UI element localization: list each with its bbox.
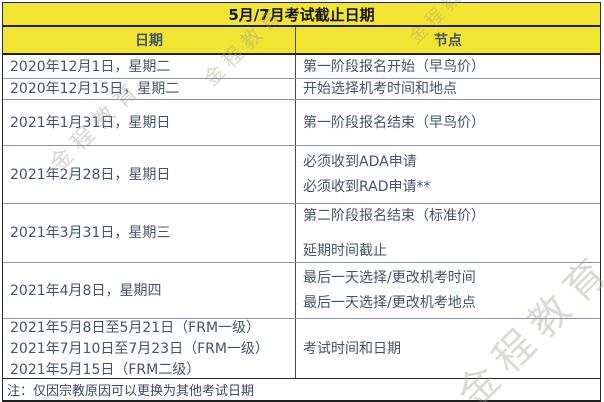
node-cell: 必须收到ADA申请 必须收到RAD申请** [296,146,600,203]
header-cell-date: 日期 [3,27,296,53]
date-text: 2021年2月28日，星期日 [10,166,171,183]
footnote-row: 注：仅因宗教原因可以更换为其他考试日期 [3,379,600,400]
date-cell: 2021年2月28日，星期日 [3,146,296,203]
node-text: 第二阶段报名结束（标准价） [303,207,485,224]
date-text: 2020年12月1日，星期二 [10,58,171,75]
node-cell: 第一阶段报名开始（早鸟价） [296,55,600,78]
node-cell: 第二阶段报名结束（标准价） 延期时间截止 [296,204,600,262]
table-row: 2021年3月31日，星期三 第二阶段报名结束（标准价） 延期时间截止 [3,204,600,263]
node-cell: 最后一天选择/更改机考时间 最后一天选择/更改机考地点 [296,263,600,318]
date-text: 2021年7月10日至7月23日（FRM一级） [10,340,269,357]
date-cell: 2021年3月31日，星期三 [3,204,296,262]
header-cell-node: 节点 [296,27,600,53]
date-cell: 2021年4月8日，星期四 [3,263,296,318]
table-row: 2021年4月8日，星期四 最后一天选择/更改机考时间 最后一天选择/更改机考地… [3,263,600,319]
node-text: 必须收到ADA申请 [303,154,417,170]
header-node-label: 节点 [434,33,462,49]
node-text: 最后一天选择/更改机考时间 [303,270,476,286]
node-cell: 开始选择机考时间和地点 [296,79,600,99]
footnote-text: 注：仅因宗教原因可以更换为其他考试日期 [7,384,255,399]
date-text: 2021年1月31日，星期日 [10,114,171,131]
node-text: 必须收到RAD申请** [303,179,431,195]
node-text: 开始选择机考时间和地点 [303,81,457,97]
date-text: 2021年5月15日（FRM二级） [10,361,201,378]
table-header-row: 日期 节点 [3,27,600,55]
table-row: 2020年12月15日，星期二 开始选择机考时间和地点 [3,79,600,100]
date-text: 2021年3月31日，星期三 [10,225,171,241]
date-cell: 2020年12月15日，星期二 [3,79,296,99]
table-title-bar: 5月/7月考试截止日期 [3,3,600,27]
date-cell: 2021年1月31日，星期日 [3,100,296,145]
date-cell: 2021年5月8日至5月21日（FRM一级） 2021年7月10日至7月23日（… [3,319,296,378]
node-text: 考试时间和日期 [303,340,401,357]
date-text: 2021年5月8日至5月21日（FRM一级） [10,319,261,336]
node-text: 最后一天选择/更改机考地点 [303,295,476,311]
header-date-label: 日期 [135,33,163,49]
date-text: 2020年12月15日，星期二 [10,81,180,97]
table-row: 2021年2月28日，星期日 必须收到ADA申请 必须收到RAD申请** [3,146,600,204]
table-title: 5月/7月考试截止日期 [228,5,375,24]
node-cell: 考试时间和日期 [296,319,600,378]
date-cell: 2020年12月1日，星期二 [3,55,296,78]
table-row: 2020年12月1日，星期二 第一阶段报名开始（早鸟价） [3,55,600,79]
table-row: 2021年5月8日至5月21日（FRM一级） 2021年7月10日至7月23日（… [3,319,600,379]
node-text: 延期时间截止 [303,242,387,259]
node-text: 第一阶段报名开始（早鸟价） [303,58,485,75]
node-cell: 第一阶段报名结束（早鸟价） [296,100,600,145]
table-row: 2021年1月31日，星期日 第一阶段报名结束（早鸟价） [3,100,600,146]
node-text: 第一阶段报名结束（早鸟价） [303,114,485,131]
date-text: 2021年4月8日，星期四 [10,282,162,299]
